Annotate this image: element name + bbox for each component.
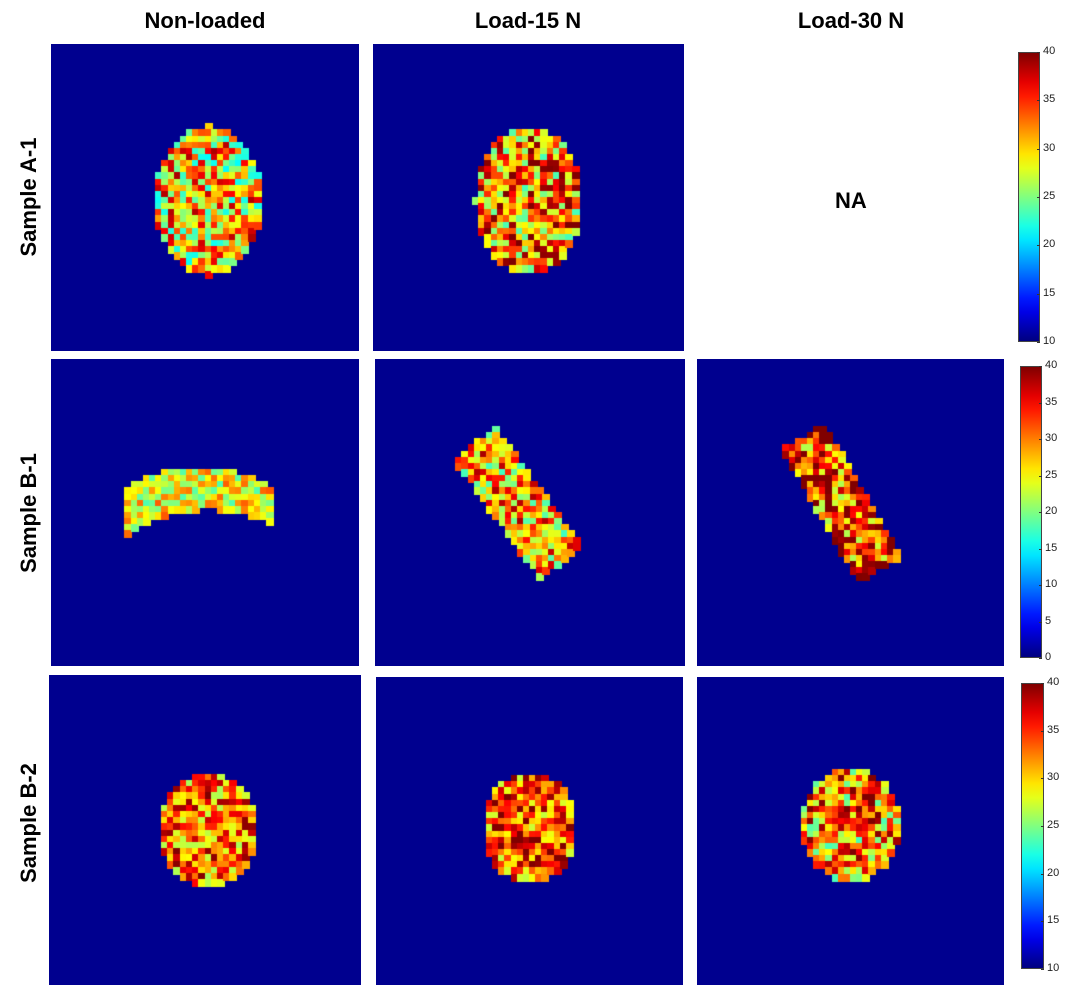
colorbar-tick-label: 10 bbox=[1043, 335, 1056, 347]
colorbar-tick-mark bbox=[1039, 621, 1042, 623]
colorbar-tick-mark bbox=[1037, 342, 1040, 343]
colorbar-tick-label: 30 bbox=[1045, 432, 1058, 444]
colorbar-tick-mark bbox=[1039, 366, 1042, 367]
colorbar-tick-mark bbox=[1037, 293, 1040, 295]
colorbar-tick-mark bbox=[1037, 148, 1040, 150]
colorbar-tick-mark bbox=[1041, 873, 1044, 875]
colorbar-tick-mark bbox=[1039, 548, 1042, 550]
colorbar-tick-label: 20 bbox=[1043, 238, 1056, 251]
colorbar-tick-mark bbox=[1041, 730, 1044, 732]
heatmap-canvas bbox=[697, 359, 1004, 666]
heatmap-canvas bbox=[375, 359, 685, 666]
colorbar-tick-mark bbox=[1039, 512, 1042, 513]
colorbar-tick-label: 25 bbox=[1047, 819, 1060, 831]
heatmap-canvas bbox=[51, 44, 359, 351]
na-label: NA bbox=[835, 188, 867, 213]
colorbar-tick-mark bbox=[1039, 658, 1042, 659]
heatmap-canvas bbox=[51, 359, 359, 666]
colorbar-tick-label: 35 bbox=[1047, 723, 1060, 736]
heatmap-canvas bbox=[697, 677, 1004, 985]
colorbar-tick-mark bbox=[1041, 683, 1044, 684]
colorbar-tick-label: 15 bbox=[1047, 914, 1060, 927]
heatmap-b2-load30 bbox=[697, 677, 1004, 985]
colorbar-tick-label: 25 bbox=[1043, 190, 1056, 202]
colorbar-tick-mark bbox=[1041, 778, 1044, 780]
colorbar-tick-mark bbox=[1039, 402, 1042, 404]
heatmap-b1-load15 bbox=[375, 359, 685, 666]
column-title-load-15n: Load-15 N bbox=[474, 8, 582, 33]
heatmap-a1-load15 bbox=[373, 44, 684, 351]
colorbar-tick-mark bbox=[1041, 969, 1044, 970]
heatmap-canvas bbox=[49, 675, 361, 985]
colorbar-tick-label: 20 bbox=[1045, 505, 1058, 517]
colorbar-tick-label: 15 bbox=[1043, 286, 1056, 299]
colorbar-tick-label: 10 bbox=[1045, 578, 1058, 590]
colorbar-tick-mark bbox=[1039, 585, 1042, 586]
colorbar-tick-label: 40 bbox=[1045, 359, 1058, 371]
colorbar-tick-label: 15 bbox=[1045, 541, 1058, 554]
heatmap-b2-load15 bbox=[376, 677, 683, 985]
heatmap-a1-non-loaded bbox=[51, 44, 359, 351]
colorbar-tick-mark bbox=[1041, 921, 1044, 923]
column-title-load-30n: Load-30 N bbox=[797, 8, 905, 33]
colorbar-tick-label: 10 bbox=[1047, 962, 1060, 974]
heatmap-b2-non-loaded bbox=[49, 675, 361, 985]
colorbar-tick-label: 40 bbox=[1047, 676, 1060, 688]
colorbar-tick-label: 25 bbox=[1045, 468, 1058, 481]
colorbar-tick-label: 5 bbox=[1045, 614, 1052, 627]
colorbar-tick-label: 0 bbox=[1045, 651, 1052, 663]
row-title-sample-a1: Sample A-1 bbox=[16, 137, 41, 257]
row-title-sample-b1: Sample B-1 bbox=[16, 453, 41, 573]
heatmap-canvas bbox=[373, 44, 684, 351]
colorbar-tick-mark bbox=[1037, 100, 1040, 102]
heatmap-b1-load30 bbox=[697, 359, 1004, 666]
colorbar-tick-label: 30 bbox=[1043, 141, 1056, 154]
heatmap-canvas bbox=[376, 677, 683, 985]
colorbar-tick-mark bbox=[1039, 475, 1042, 477]
colorbar-tick-mark bbox=[1037, 197, 1040, 198]
colorbar-tick-label: 20 bbox=[1047, 866, 1060, 879]
heatmap-b1-non-loaded bbox=[51, 359, 359, 666]
colorbar-tick-label: 35 bbox=[1043, 93, 1056, 106]
colorbar-tick-label: 40 bbox=[1043, 45, 1056, 57]
colorbar-tick-mark bbox=[1041, 826, 1044, 827]
colorbar-tick-mark bbox=[1039, 439, 1042, 440]
column-title-non-loaded: Non-loaded bbox=[144, 8, 266, 33]
colorbar-tick-mark bbox=[1037, 52, 1040, 53]
colorbar-tick-label: 30 bbox=[1047, 771, 1060, 784]
colorbar-tick-mark bbox=[1037, 245, 1040, 247]
colorbar-tick-label: 35 bbox=[1045, 395, 1058, 408]
row-title-sample-b2: Sample B-2 bbox=[16, 763, 41, 883]
